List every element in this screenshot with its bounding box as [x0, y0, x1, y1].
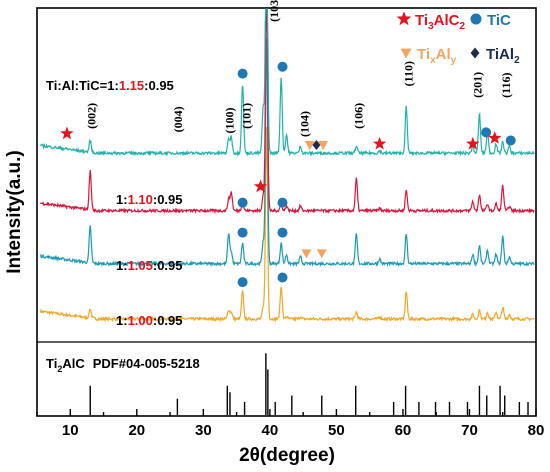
phase-marker-star	[396, 11, 412, 26]
plane-label: (103)	[267, 0, 281, 22]
ratio-label: Ti:Al:TiC=1:1.15:0.95	[46, 78, 174, 93]
pattern-trace	[39, 8, 535, 215]
legend-label: Ti3AlC2	[415, 12, 465, 32]
plane-labels: (002) (004) (100) (101) (103) (104) (106) (110)…	[85, 0, 514, 137]
plane-label: (201)	[470, 72, 484, 98]
ratio-labels: Ti:Al:TiC=1:1.15:0.95 1:1.10:0.95 1:1.05:0…	[46, 78, 183, 328]
plane-label: (116)	[499, 72, 513, 97]
pattern-traces	[39, 8, 535, 323]
legend-label: TiC	[487, 12, 511, 29]
phase-marker-circle	[237, 197, 248, 208]
x-axis-ticks: 10 20 30 40 50 60 70 80	[36, 409, 545, 439]
phase-marker-circle	[237, 227, 248, 238]
pattern-trace	[39, 126, 535, 323]
x-tick-label: 80	[528, 422, 545, 439]
x-tick-label: 40	[262, 422, 279, 439]
x-tick-label: 60	[395, 422, 412, 439]
x-tick-label: 50	[328, 422, 345, 439]
reference-label: Ti2AlC PDF#04-005-5218	[46, 356, 200, 374]
phase-marker-circle	[237, 68, 248, 79]
legend: Ti3AlC2 TiC TixAly TiAl2	[396, 11, 520, 66]
plane-label: (106)	[351, 103, 365, 129]
plane-label: (002)	[85, 103, 99, 129]
ratio-label: 1:1.00:0.95	[116, 313, 183, 328]
phase-marker-circle	[277, 197, 288, 208]
x-tick-label: 70	[461, 422, 478, 439]
phase-marker-circle	[237, 277, 248, 288]
phase-marker-triangle	[301, 249, 312, 259]
phase-marker-star	[466, 136, 480, 150]
phase-marker-circle	[481, 127, 492, 138]
x-tick-label: 20	[128, 422, 145, 439]
phase-marker-diamond	[312, 140, 321, 151]
phase-marker-circle	[277, 227, 288, 238]
plot-frame	[36, 7, 537, 417]
phase-marker-circle	[505, 135, 516, 146]
phase-marker-triangle	[316, 249, 327, 259]
plane-label: (104)	[297, 111, 311, 137]
reference-bars	[89, 353, 529, 415]
phase-marker-triangle	[318, 141, 329, 151]
phase-markers	[60, 61, 516, 288]
x-axis-label: 2θ(degree)	[239, 445, 335, 466]
phase-marker-circle	[277, 61, 288, 72]
phase-marker-star	[373, 136, 387, 150]
pattern-trace	[39, 38, 535, 268]
x-tick-label: 10	[62, 422, 79, 439]
plane-label: (101)	[240, 103, 254, 129]
phase-marker-star	[253, 179, 268, 193]
y-axis-label: Intensity(a.u.)	[4, 150, 25, 274]
plane-label: (004)	[171, 106, 185, 132]
ratio-label: 1:1.05:0.95	[116, 258, 183, 273]
x-tick-label: 30	[195, 422, 212, 439]
phase-marker-star	[60, 126, 74, 140]
legend-label: TiAl2	[486, 46, 520, 66]
plane-label: (110)	[401, 61, 415, 86]
phase-marker-circle	[277, 272, 288, 283]
phase-marker-star	[488, 131, 502, 144]
phase-marker-diamond	[470, 47, 480, 59]
ratio-label: 1:1.10:0.95	[116, 192, 183, 207]
phase-marker-triangle	[304, 141, 315, 151]
pattern-trace	[39, 8, 535, 157]
legend-label: TixAly	[417, 46, 457, 66]
plane-label: (100)	[222, 108, 236, 134]
phase-marker-circle	[470, 13, 482, 25]
phase-marker-triangle-down	[400, 48, 412, 59]
